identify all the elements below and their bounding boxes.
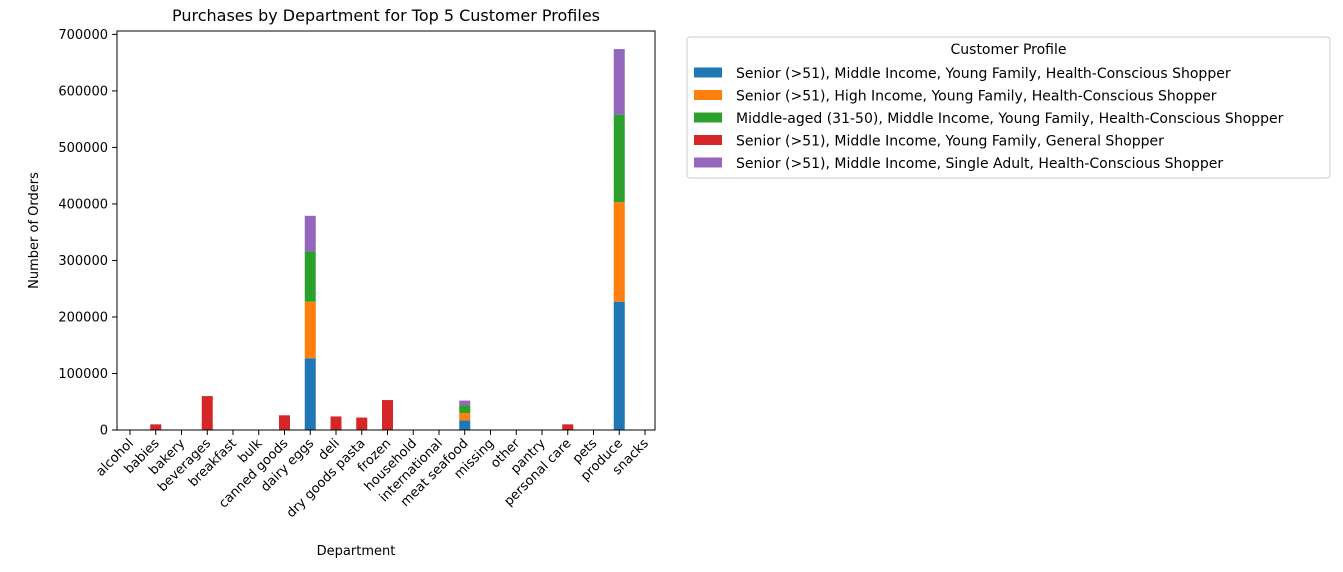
chart-title: Purchases by Department for Top 5 Custom… xyxy=(172,6,600,25)
legend-entry-label: Senior (>51), Middle Income, Young Famil… xyxy=(736,66,1231,82)
bar-dairy-eggs-series-1 xyxy=(304,301,316,359)
legend-swatch xyxy=(694,135,722,145)
y-tick-label: 100000 xyxy=(58,367,108,382)
y-tick-label: 600000 xyxy=(58,84,108,99)
y-tick-label: 500000 xyxy=(58,141,108,156)
legend-swatch xyxy=(694,90,722,100)
bar-dairy-eggs-series-2 xyxy=(304,251,316,302)
legend-title: Customer Profile xyxy=(951,42,1067,58)
bar-dry-goods-pasta-series-3 xyxy=(356,417,368,430)
y-tick-label: 700000 xyxy=(58,28,108,43)
bar-babies-series-3 xyxy=(150,424,162,430)
bar-beverages-series-3 xyxy=(201,396,213,430)
plot-frame xyxy=(116,30,656,431)
y-tick-label: 0 xyxy=(100,424,108,439)
legend-swatch xyxy=(694,112,722,123)
y-tick-label: 300000 xyxy=(58,254,108,269)
y-axis-ticks: 0 100000 200000 300000 400000 500000 600000 700… xyxy=(58,28,117,439)
legend-entry-label: Senior (>51), Middle Income, Single Adul… xyxy=(736,156,1223,172)
legend-entries: Senior (>51), Middle Income, Young Famil… xyxy=(694,66,1284,172)
bar-frozen-series-3 xyxy=(382,400,393,430)
bar-produce-series-0 xyxy=(613,301,625,430)
x-axis-label: Department xyxy=(317,544,396,559)
bar-deli-series-3 xyxy=(330,416,342,430)
bar-dairy-eggs-series-0 xyxy=(304,358,316,430)
bar-personal-care-series-3 xyxy=(562,424,574,430)
bar-meat-seafood-series-1 xyxy=(459,413,471,421)
bar-produce-series-4 xyxy=(613,49,625,115)
legend-entry-label: Senior (>51), High Income, Young Family,… xyxy=(736,89,1217,105)
legend-box xyxy=(686,36,1331,179)
x-axis-ticks: alcoholbabiesbakerybeveragesbreakfastbul… xyxy=(93,430,652,521)
bar-meat-seafood-series-2 xyxy=(459,405,471,414)
legend-swatch xyxy=(694,157,722,168)
y-axis-label: Number of Orders xyxy=(27,172,42,289)
bar-produce-series-1 xyxy=(613,202,625,302)
y-tick-label: 400000 xyxy=(58,197,108,212)
bar-produce-series-2 xyxy=(613,114,625,203)
legend-entry-label: Middle-aged (31-50), Middle Income, Youn… xyxy=(736,111,1284,127)
legend-entry-label: Senior (>51), Middle Income, Young Famil… xyxy=(736,134,1164,150)
bar-canned-goods-series-3 xyxy=(279,415,290,430)
legend-swatch xyxy=(694,67,722,78)
legend: Customer Profile Senior (>51), Middle In… xyxy=(686,36,1331,179)
bars-group xyxy=(150,49,625,430)
bar-dairy-eggs-series-4 xyxy=(304,215,316,252)
bar-meat-seafood-series-0 xyxy=(459,420,471,430)
y-tick-label: 200000 xyxy=(58,310,108,325)
bar-meat-seafood-series-4 xyxy=(459,400,471,406)
